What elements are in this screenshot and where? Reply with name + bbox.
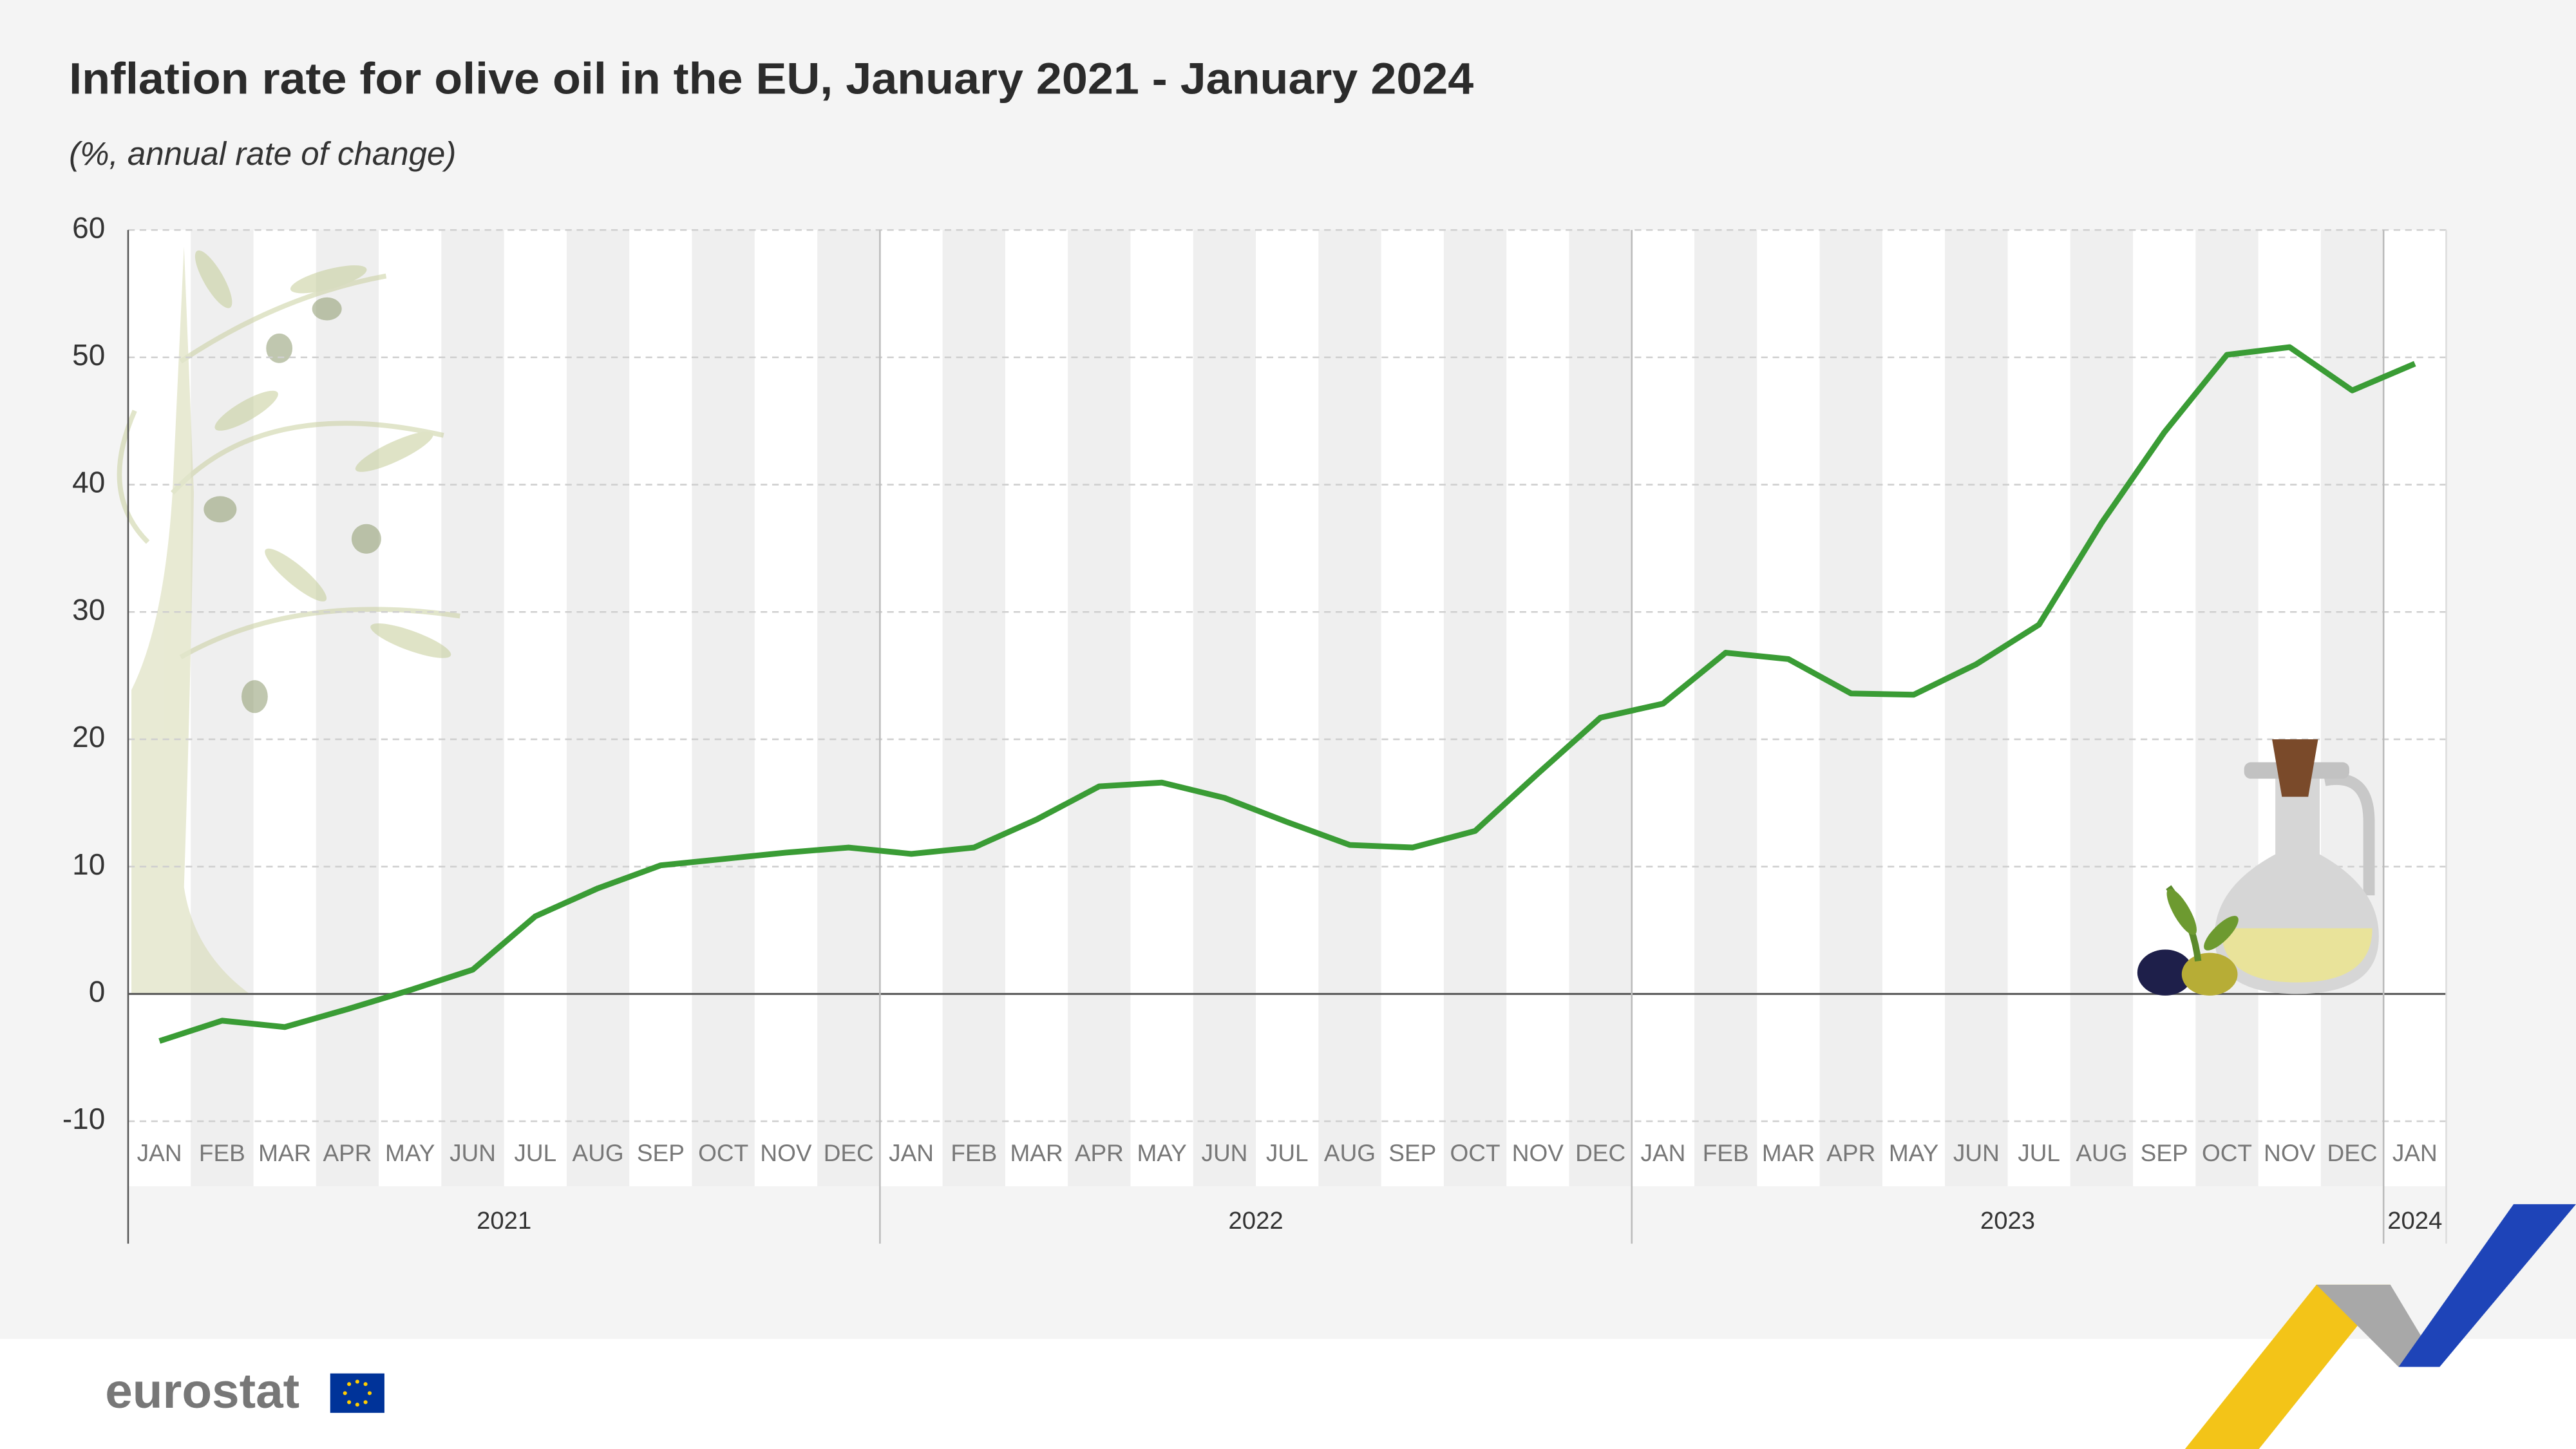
x-tick-label: NOV (1512, 1140, 1564, 1166)
column-band (1193, 230, 1256, 1186)
x-tick-label: DEC (2327, 1140, 2378, 1166)
y-tick-label: 10 (72, 848, 105, 881)
column-band (566, 230, 630, 1186)
x-tick-label: JAN (1641, 1140, 1686, 1166)
x-tick-label: NOV (760, 1140, 811, 1166)
logo-text: eurostat (105, 1364, 299, 1419)
column-band (1945, 230, 2008, 1186)
x-tick-label: FEB (199, 1140, 245, 1166)
chart-title: Inflation rate for olive oil in the EU, … (69, 54, 1473, 104)
column-band (629, 230, 692, 1186)
x-tick-label: MAY (385, 1140, 435, 1166)
column-band (2133, 230, 2196, 1186)
olive-oil-jug (2137, 739, 2379, 996)
x-tick-label: JUL (1266, 1140, 1309, 1166)
column-band (2070, 230, 2134, 1186)
column-band (1819, 230, 1882, 1186)
x-tick-label: JAN (2392, 1140, 2438, 1166)
x-tick-label: APR (1826, 1140, 1875, 1166)
column-band (2007, 230, 2070, 1186)
year-label: 2023 (1980, 1207, 2035, 1235)
x-tick-label: MAR (1010, 1140, 1063, 1166)
x-tick-label: JAN (137, 1140, 182, 1166)
x-tick-label: OCT (698, 1140, 748, 1166)
column-band (692, 230, 755, 1186)
x-tick-label: SEP (2141, 1140, 2188, 1166)
column-band (817, 230, 880, 1186)
x-tick-label: MAY (1889, 1140, 1938, 1166)
y-tick-label: 50 (72, 338, 105, 372)
column-band (1381, 230, 1444, 1186)
column-band (441, 230, 504, 1186)
column-band (379, 230, 442, 1186)
y-tick-label: 0 (89, 974, 106, 1008)
x-tick-label: JUN (450, 1140, 496, 1166)
x-tick-label: OCT (1450, 1140, 1501, 1166)
column-band (1318, 230, 1381, 1186)
y-tick-label: 60 (72, 211, 105, 244)
column-band (1506, 230, 1569, 1186)
column-band (1443, 230, 1507, 1186)
x-tick-label: NOV (2264, 1140, 2315, 1166)
column-band (504, 230, 567, 1186)
column-band (1068, 230, 1131, 1186)
column-band (1694, 230, 1757, 1186)
x-tick-label: JAN (889, 1140, 934, 1166)
column-band (754, 230, 818, 1186)
column-band (2195, 230, 2259, 1186)
x-tick-label: JUN (1201, 1140, 1247, 1166)
x-tick-label: FEB (1703, 1140, 1749, 1166)
x-tick-label: OCT (2202, 1140, 2252, 1166)
x-tick-label: DEC (1575, 1140, 1625, 1166)
brand-ribbons (2184, 1204, 2576, 1449)
x-tick-label: APR (323, 1140, 372, 1166)
chart-subtitle: (%, annual rate of change) (69, 135, 456, 172)
plot-background (128, 230, 2447, 1186)
x-tick-label: AUG (573, 1140, 624, 1166)
column-band (2258, 230, 2321, 1186)
column-band (316, 230, 379, 1186)
x-tick-label: SEP (637, 1140, 685, 1166)
footer-band (0, 1339, 2576, 1449)
x-tick-label: AUG (2076, 1140, 2127, 1166)
grid (128, 229, 2447, 1122)
plot: -10 0 10 20 30 40 50 60 JAN FEB MAR APR MAY JUN JUL AUG… (62, 211, 2447, 1244)
year-label: 2022 (1229, 1207, 1283, 1235)
x-tick-label: JUN (1953, 1140, 2000, 1166)
column-band (880, 230, 943, 1186)
y-tick-label: 40 (72, 466, 105, 499)
column-band (1130, 230, 1193, 1186)
x-tick-label: DEC (824, 1140, 874, 1166)
x-tick-label: AUG (1324, 1140, 1376, 1166)
x-tick-label: APR (1075, 1140, 1124, 1166)
year-label: 2024 (2387, 1207, 2442, 1235)
column-band (1256, 230, 1319, 1186)
column-band (1757, 230, 1820, 1186)
column-band (191, 230, 254, 1186)
olive-tree (117, 246, 460, 994)
column-band (1005, 230, 1068, 1186)
column-band (1569, 230, 1632, 1186)
x-tick-label: MAR (1762, 1140, 1815, 1166)
x-tick-label: SEP (1388, 1140, 1436, 1166)
y-tick-label: 20 (72, 720, 105, 753)
y-tick-label: -10 (62, 1102, 105, 1135)
eu-flag (330, 1373, 384, 1413)
column-band (942, 230, 1005, 1186)
column-band (2383, 230, 2447, 1186)
x-tick-label: MAY (1137, 1140, 1186, 1166)
x-tick-label: JUL (514, 1140, 556, 1166)
x-tick-label: MAR (258, 1140, 311, 1166)
x-tick-label: JUL (2018, 1140, 2060, 1166)
year-label: 2021 (477, 1207, 531, 1235)
x-tick-label: FEB (951, 1140, 997, 1166)
column-band (1882, 230, 1946, 1186)
y-tick-label: 30 (72, 592, 105, 626)
data-line (158, 344, 2416, 1044)
